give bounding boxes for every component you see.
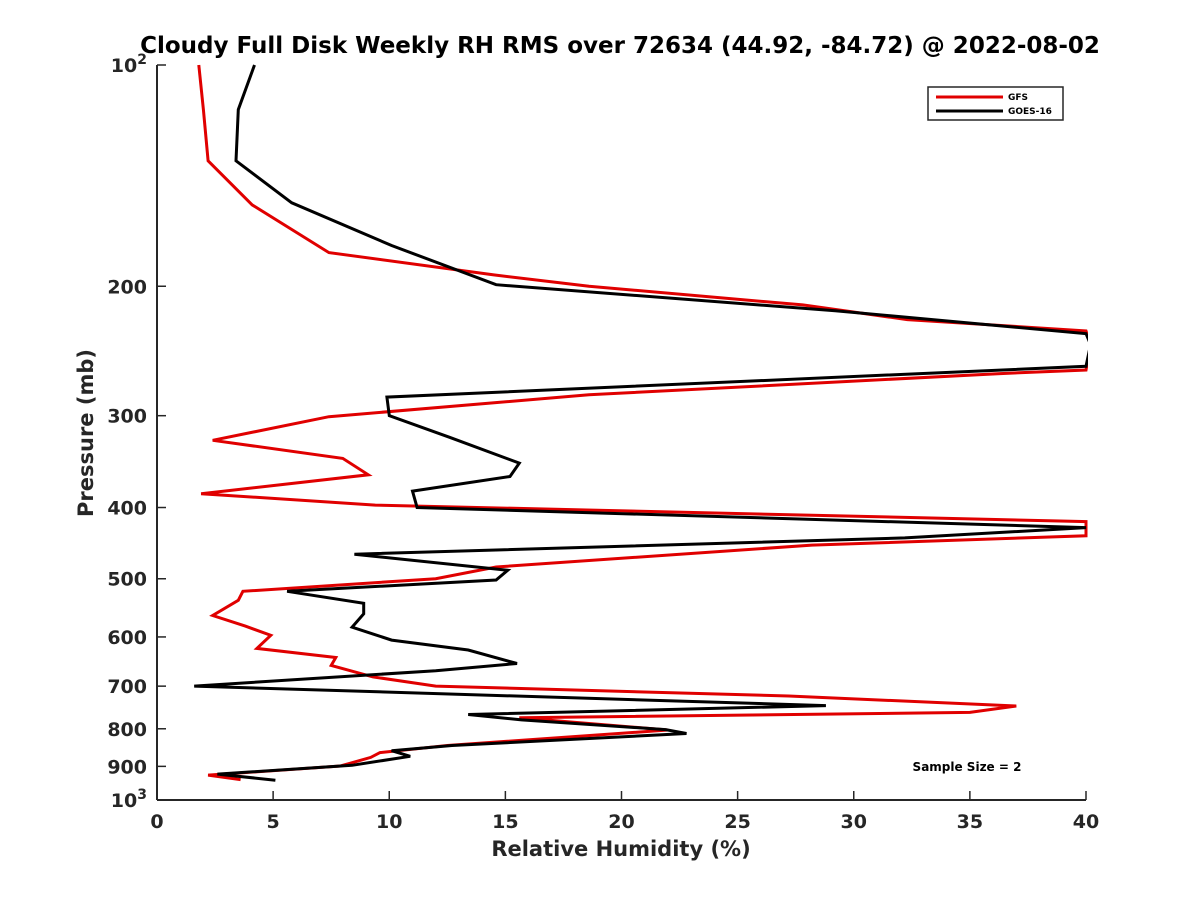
x-tick-label: 10 bbox=[376, 811, 402, 833]
y-tick-label: 102 bbox=[111, 52, 147, 77]
y-tick-label: 900 bbox=[107, 756, 147, 778]
series-line-goes-16 bbox=[194, 64, 1088, 782]
legend-label-gfs: GFS bbox=[1008, 93, 1028, 103]
x-tick-label: 0 bbox=[150, 811, 163, 833]
x-tick-label: 15 bbox=[492, 811, 518, 833]
chart-title: Cloudy Full Disk Weekly RH RMS over 7263… bbox=[140, 33, 1100, 59]
y-tick-label: 400 bbox=[107, 498, 147, 520]
y-tick-label: 300 bbox=[107, 406, 147, 428]
y-tick-label: 103 bbox=[111, 787, 147, 812]
y-tick-label: 800 bbox=[107, 719, 147, 741]
x-tick-label: 25 bbox=[724, 811, 750, 833]
y-tick-label: 600 bbox=[107, 627, 147, 649]
legend-box bbox=[927, 86, 1064, 121]
x-tick-label: 5 bbox=[267, 811, 280, 833]
x-tick-label: 30 bbox=[841, 811, 867, 833]
x-tick-label: 35 bbox=[957, 811, 983, 833]
x-tick-label: 20 bbox=[608, 811, 634, 833]
sample-size-annotation: Sample Size = 2 bbox=[913, 760, 1022, 774]
x-axis-label: Relative Humidity (%) bbox=[491, 837, 750, 861]
series-layer bbox=[194, 64, 1088, 782]
y-tick-label: 200 bbox=[107, 276, 147, 298]
x-tick-label: 40 bbox=[1073, 811, 1099, 833]
legend-label-goes-16: GOES-16 bbox=[1008, 107, 1052, 117]
y-tick-label: 500 bbox=[107, 569, 147, 591]
legend: GFS GOES-16 bbox=[927, 86, 1064, 121]
y-ticks: 102 200 300 400 500 600 700 800 900 103 bbox=[107, 52, 166, 812]
x-ticks: 0 5 10 15 20 25 30 35 40 bbox=[150, 791, 1099, 833]
y-tick-label: 700 bbox=[107, 676, 147, 698]
y-axis-label: Pressure (mb) bbox=[74, 349, 98, 517]
